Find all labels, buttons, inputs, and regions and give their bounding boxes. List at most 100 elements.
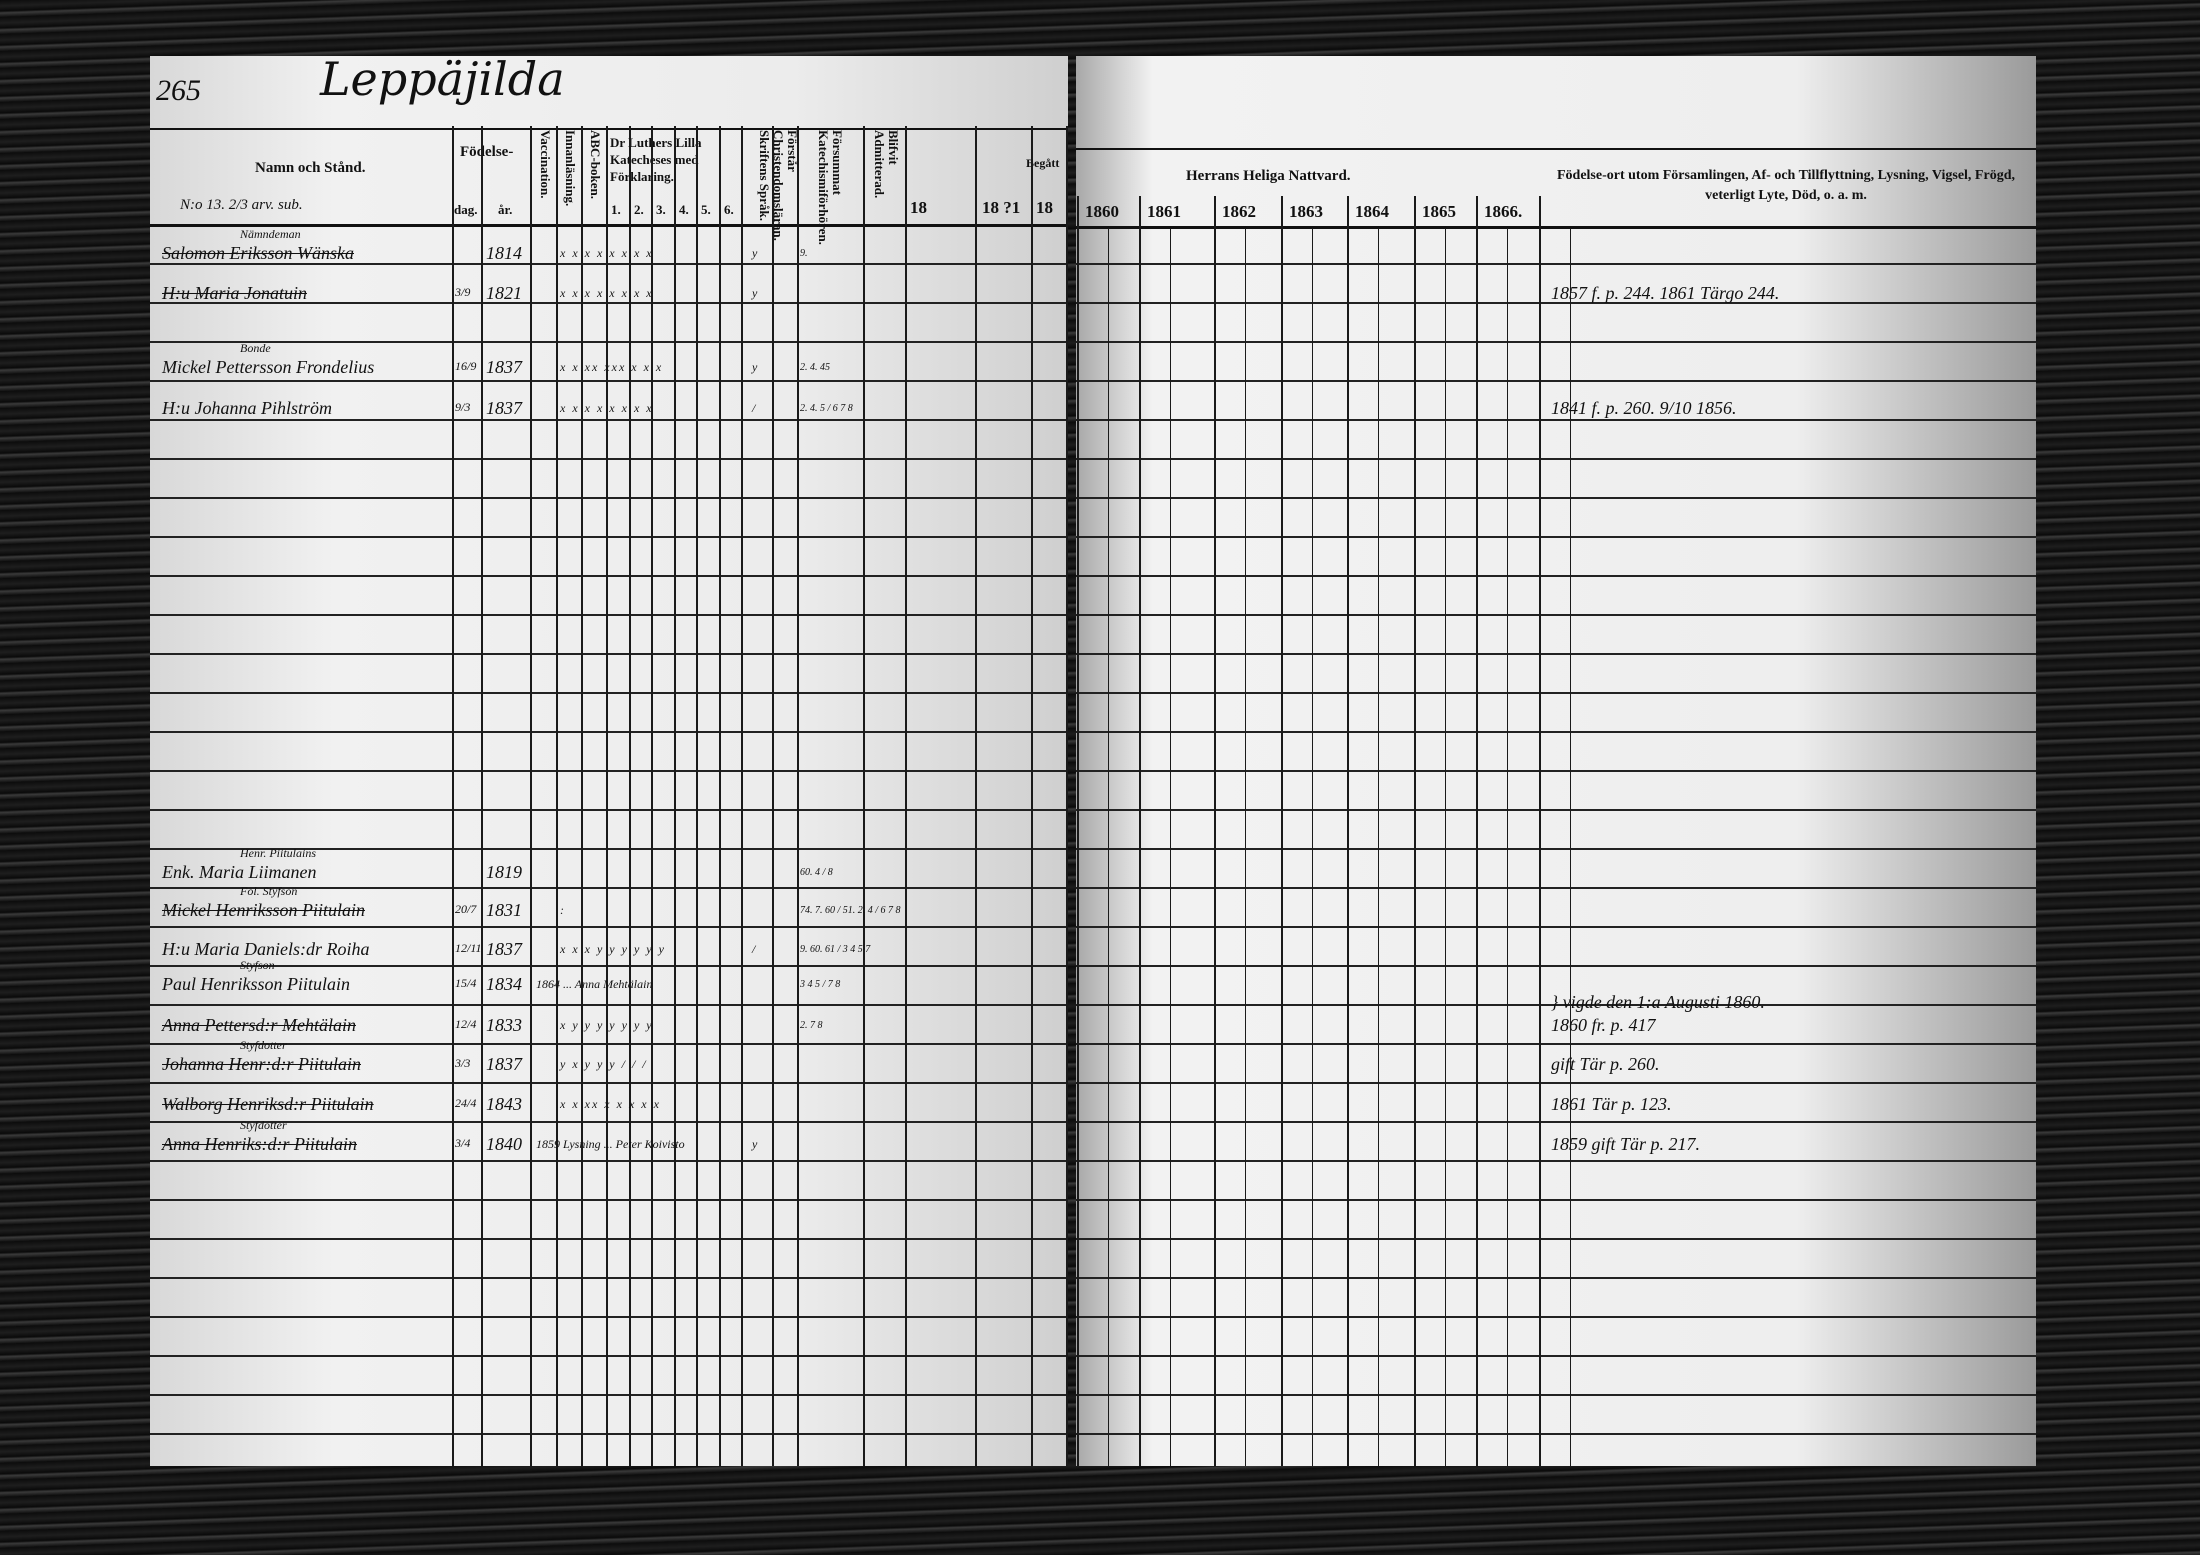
entry-missed: 9. 60. 61 / 3 4 5 7	[800, 944, 871, 955]
entry-scripture: y	[752, 286, 758, 300]
understands-header: Förstår Christendomsläran.	[771, 130, 800, 241]
column-rule	[1066, 126, 1068, 1466]
entry-remarks: gift Tär p. 260.	[1551, 1054, 1660, 1074]
header-bottom-rule	[1076, 226, 2036, 229]
name-column-header: Namn och Stånd.	[255, 160, 366, 176]
column-rule	[581, 126, 583, 1466]
entry-catechism-marks: y x y y y / / /	[560, 1057, 648, 1071]
entry-birth-day: 24/4	[455, 1096, 477, 1110]
subcolumn-rule	[1378, 228, 1379, 1466]
remarks-header: Födelse-ort utom Församlingen, Af- och T…	[1556, 168, 2015, 203]
entry-title-note: Fol. Styfson	[240, 884, 298, 898]
year-header: 18 ?1	[982, 198, 1021, 217]
entry-catechism-marks: 1859 Lysning ... Peter Koivisto	[536, 1137, 685, 1151]
entry-title-note: Henr. Piitulains	[240, 846, 317, 860]
subcolumn-rule	[1170, 228, 1171, 1466]
entry-birth-year: 1840	[486, 1134, 522, 1154]
entry-catechism-marks: x x x x x x x x	[560, 286, 654, 300]
scripture-header: Skriftens Språk.	[757, 130, 772, 222]
column-rule	[863, 126, 865, 1466]
entry-catechism-marks: x x xx x x x x x	[560, 1097, 661, 1111]
catechism-part-header: 3.	[656, 202, 666, 217]
column-rule	[629, 126, 631, 1466]
entry-birth-day: 3/3	[455, 1056, 471, 1070]
entry-title-note: Styfdotter	[240, 1038, 287, 1052]
entry-birth-year: 1843	[486, 1094, 522, 1114]
column-rule	[452, 126, 454, 1466]
birth-year-header: år.	[498, 202, 513, 217]
entry-name: Walborg Henriksd:r Piitulain	[162, 1094, 374, 1114]
column-rule	[1214, 196, 1216, 1466]
entry-birth-year: 1837	[486, 1054, 522, 1074]
entry-name: Salomon Eriksson Wänska	[162, 243, 354, 263]
year-header: 1860	[1085, 202, 1119, 221]
entry-birth-year: 1821	[486, 283, 522, 303]
catechism-part-header: 6.	[724, 202, 734, 217]
birth-day-header: dag.	[454, 202, 478, 217]
column-rule	[772, 126, 774, 1466]
household-note: N:o 13. 2/3 arv. sub.	[180, 197, 303, 213]
vaccination-header: Vaccination.	[538, 130, 553, 199]
column-rule	[1414, 196, 1416, 1466]
header-bottom-rule	[150, 224, 1068, 227]
column-rule	[1031, 126, 1033, 1466]
entry-birth-day: 20/7	[455, 902, 477, 916]
entry-title-note: Styfson	[240, 958, 275, 972]
column-rule	[1281, 196, 1283, 1466]
entry-name: Enk. Maria Liimanen	[162, 862, 317, 882]
entry-name: H:u Maria Jonatuin	[162, 283, 307, 303]
entry-birth-year: 1833	[486, 1015, 522, 1035]
column-rule	[719, 126, 721, 1466]
page-number: 265	[156, 74, 201, 107]
year-header: 1864	[1355, 202, 1389, 221]
entry-scripture: y	[752, 360, 758, 374]
entry-name: Anna Henriks:d:r Piitulain	[162, 1134, 357, 1154]
birth-header: Födelse-	[460, 144, 514, 160]
subcolumn-rule	[1245, 228, 1246, 1466]
column-rule	[1077, 196, 1079, 1466]
entry-scripture: y	[752, 246, 758, 260]
reading-header: Innanläsning.	[563, 130, 578, 207]
column-rule	[556, 126, 558, 1466]
entry-scripture: /	[752, 401, 756, 415]
catechism-part-header: 5.	[701, 202, 711, 217]
entry-remarks: 1859 gift Tär p. 217.	[1551, 1134, 1701, 1154]
year-header: 18	[1036, 198, 1053, 217]
admitted-header: Blifvit Admitterad.	[872, 130, 901, 199]
subcolumn-rule	[1312, 228, 1313, 1466]
entry-missed: 2. 4. 45	[800, 362, 830, 373]
entry-birth-year: 1819	[486, 862, 522, 882]
entry-catechism-marks: :	[560, 903, 566, 917]
column-rule	[741, 126, 743, 1466]
year-header: 1863	[1289, 202, 1323, 221]
entry-remarks: 1857 f. p. 244. 1861 Tärgo 244.	[1551, 283, 1780, 303]
begun-header: Begått	[1026, 156, 1060, 170]
subcolumn-rule	[1445, 228, 1446, 1466]
entry-remarks: 1860 fr. p. 417	[1551, 1015, 1656, 1035]
entry-catechism-marks: x y y y y y y y	[560, 1018, 654, 1032]
catechism-part-header: 4.	[679, 202, 689, 217]
entry-birth-year: 1837	[486, 398, 522, 418]
entry-remarks: 1861 Tär p. 123.	[1551, 1094, 1672, 1114]
entry-birth-day: 12/4	[455, 1017, 477, 1031]
entry-remarks: } vigde den 1:a Augusti 1860.	[1551, 992, 1765, 1012]
entry-catechism-marks: 1864 ... Anna Mehtälain	[536, 977, 653, 991]
entry-name: H:u Maria Daniels:dr Roiha	[162, 939, 370, 959]
entry-scripture: y	[752, 1137, 758, 1151]
year-header: 18	[910, 198, 927, 217]
subcolumn-rule	[1108, 228, 1109, 1466]
right-page: Herrans Heliga Nattvard. Födelse-ort uto…	[1076, 56, 2036, 1466]
catechism-part-header: 1.	[611, 202, 621, 217]
entry-missed: 2. 4. 5 / 6 7 8	[800, 403, 853, 414]
entry-name: Paul Henriksson Piitulain	[162, 974, 350, 994]
ruled-lines	[1076, 226, 2036, 1466]
entry-catechism-marks: x x x y y y y y y	[560, 942, 666, 956]
entry-name: H:u Johanna Pihlström	[162, 398, 332, 418]
entry-missed: 3 4 5 / 7 8	[800, 979, 841, 990]
column-rule	[674, 126, 676, 1466]
entry-birth-day: 3/9	[455, 285, 471, 299]
entry-catechism-marks: x x x x x x x x	[560, 246, 654, 260]
entry-birth-day: 15/4	[455, 976, 477, 990]
entry-missed: 60. 4 / 8	[800, 867, 833, 878]
entry-birth-year: 1837	[486, 939, 522, 959]
